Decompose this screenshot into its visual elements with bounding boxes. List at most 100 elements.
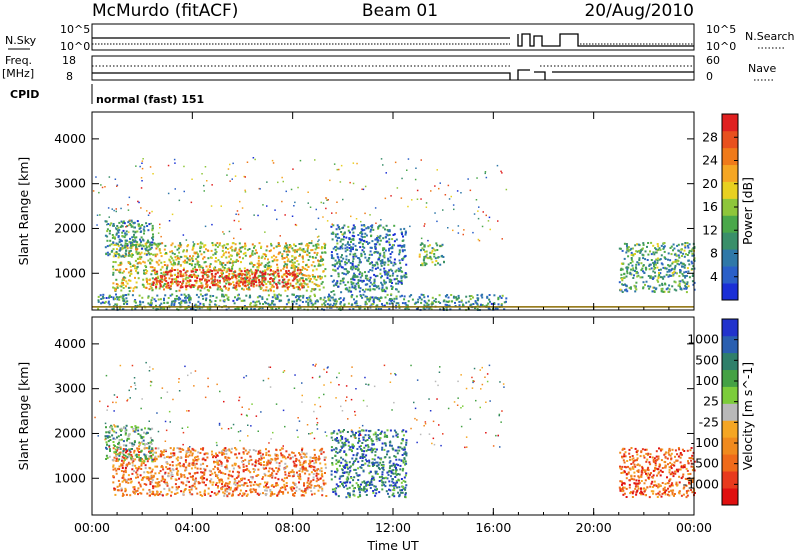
data-pixel (375, 243, 377, 245)
data-pixel (123, 440, 125, 442)
data-pixel (284, 261, 286, 263)
data-pixel (317, 236, 319, 238)
data-pixel (113, 223, 115, 225)
data-pixel (684, 242, 686, 244)
data-pixel (393, 225, 395, 227)
data-pixel (186, 302, 188, 304)
data-pixel (249, 278, 251, 280)
data-pixel (152, 493, 154, 495)
data-pixel (239, 298, 241, 300)
data-pixel (334, 163, 336, 165)
data-pixel (341, 266, 343, 268)
data-pixel (338, 266, 340, 268)
data-pixel (365, 227, 367, 229)
data-pixel (185, 454, 187, 456)
data-pixel (417, 199, 419, 201)
data-pixel (290, 471, 292, 473)
data-pixel (95, 176, 97, 178)
data-pixel (663, 242, 665, 244)
data-pixel (133, 234, 135, 236)
data-pixel (209, 301, 211, 303)
data-pixel (385, 198, 387, 200)
data-pixel (346, 249, 348, 251)
data-pixel (314, 449, 316, 451)
data-pixel (378, 298, 380, 300)
data-pixel (685, 288, 687, 290)
data-pixel (149, 283, 151, 285)
data-pixel (652, 251, 654, 253)
data-pixel (254, 469, 256, 471)
data-pixel (163, 272, 165, 274)
data-pixel (165, 280, 167, 282)
data-pixel (211, 184, 213, 186)
data-pixel (657, 260, 659, 262)
data-pixel (170, 244, 172, 246)
data-pixel (348, 290, 350, 292)
data-pixel (109, 240, 111, 242)
data-pixel (312, 261, 314, 263)
data-pixel (205, 453, 207, 455)
data-pixel (645, 269, 647, 271)
data-pixel (270, 290, 272, 292)
data-pixel (232, 260, 234, 262)
data-pixel (298, 263, 300, 265)
data-pixel (151, 297, 153, 299)
data-pixel (285, 270, 287, 272)
data-pixel (303, 482, 305, 484)
data-pixel (140, 225, 142, 227)
data-pixel (303, 280, 305, 282)
data-pixel (173, 303, 175, 305)
data-pixel (282, 456, 284, 458)
data-pixel (152, 173, 154, 175)
data-pixel (689, 250, 691, 252)
data-pixel (258, 262, 260, 264)
data-pixel (147, 471, 149, 473)
data-pixel (236, 254, 238, 256)
data-pixel (285, 474, 287, 476)
data-pixel (390, 285, 392, 287)
data-pixel (296, 486, 298, 488)
data-pixel (171, 275, 173, 277)
data-pixel (306, 290, 308, 292)
data-pixel (378, 258, 380, 260)
data-pixel (172, 252, 174, 254)
data-pixel (279, 462, 281, 464)
data-pixel (234, 220, 236, 222)
data-pixel (283, 250, 285, 252)
data-pixel (287, 258, 289, 260)
data-pixel (294, 455, 296, 457)
data-pixel (143, 272, 145, 274)
data-pixel (658, 274, 660, 276)
data-pixel (294, 262, 296, 264)
data-pixel (653, 265, 655, 267)
data-pixel (347, 272, 349, 274)
data-pixel (126, 243, 128, 245)
data-pixel (122, 467, 124, 469)
data-pixel (224, 447, 226, 449)
data-pixel (396, 278, 398, 280)
data-pixel (309, 463, 311, 465)
data-pixel (179, 270, 181, 272)
data-pixel (392, 275, 394, 277)
data-pixel (328, 294, 330, 296)
data-pixel (272, 296, 274, 298)
data-pixel (336, 300, 338, 302)
data-pixel (638, 264, 640, 266)
data-pixel (171, 250, 173, 252)
data-pixel (298, 460, 300, 462)
data-pixel (278, 275, 280, 277)
data-pixel (150, 472, 152, 474)
data-pixel (228, 299, 230, 301)
data-pixel (382, 164, 384, 166)
data-pixel (152, 233, 154, 235)
data-pixel (142, 284, 144, 286)
data-pixel (239, 242, 241, 244)
data-pixel (671, 246, 673, 248)
data-pixel (146, 281, 148, 283)
data-pixel (222, 247, 224, 249)
data-pixel (160, 491, 162, 493)
data-pixel (396, 239, 398, 241)
data-pixel (236, 259, 238, 261)
data-pixel (218, 286, 220, 288)
data-pixel (631, 265, 633, 267)
